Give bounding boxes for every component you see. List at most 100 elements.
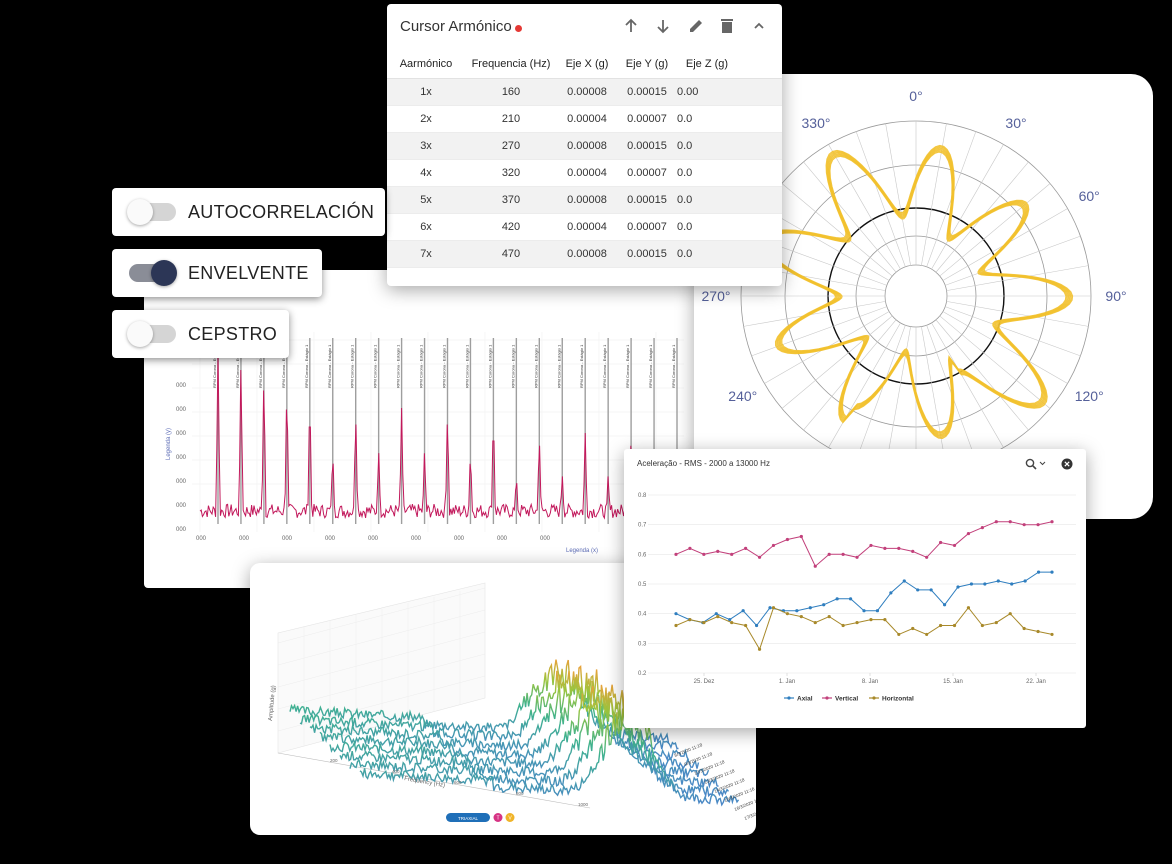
data-point[interactable] [952, 543, 957, 548]
data-point[interactable] [897, 632, 901, 637]
data-point[interactable] [983, 582, 987, 586]
data-point[interactable] [994, 520, 998, 524]
waterfall-legend[interactable]: TRIAXIAL T V [446, 813, 515, 822]
table-row[interactable]: 2x 210 0.00004 0.00007 0.0 [387, 105, 782, 133]
data-point[interactable] [730, 552, 734, 556]
close-icon[interactable] [1060, 457, 1074, 471]
data-point[interactable] [875, 609, 880, 613]
toggle-cepstro[interactable]: CEPSTRO [112, 310, 289, 358]
data-point[interactable] [911, 626, 915, 631]
data-point[interactable] [883, 546, 887, 550]
data-point[interactable] [827, 615, 831, 619]
data-point[interactable] [1050, 520, 1054, 524]
data-point[interactable] [841, 623, 845, 628]
data-point[interactable] [862, 609, 866, 613]
data-point[interactable] [929, 588, 933, 592]
data-point[interactable] [938, 540, 943, 545]
toggle-switch[interactable] [129, 260, 177, 286]
table-row[interactable]: 7x 470 0.00008 0.00015 0.0 [387, 240, 782, 268]
data-point[interactable] [883, 618, 887, 622]
data-point[interactable] [827, 552, 831, 556]
data-point[interactable] [674, 552, 678, 556]
data-point[interactable] [916, 588, 920, 592]
legend-dot[interactable] [493, 813, 503, 822]
data-point[interactable] [925, 555, 929, 559]
data-point[interactable] [799, 534, 803, 539]
toggle-autocorrelacion[interactable]: AUTOCORRELACIÓN [112, 188, 385, 236]
data-point[interactable] [768, 606, 772, 610]
toggle-switch[interactable] [127, 321, 176, 347]
table-row[interactable]: 6x 420 0.00004 0.00007 0.0 [387, 213, 782, 241]
data-point[interactable] [785, 537, 790, 542]
data-point[interactable] [897, 546, 901, 550]
data-point[interactable] [980, 526, 984, 530]
data-point[interactable] [754, 623, 759, 628]
data-point[interactable] [938, 623, 943, 628]
data-point[interactable] [1022, 626, 1026, 631]
data-point[interactable] [869, 618, 873, 622]
table-row[interactable]: 5x 370 0.00008 0.00015 0.0 [387, 186, 782, 214]
data-point[interactable] [966, 531, 971, 536]
data-point[interactable] [869, 543, 873, 548]
data-point[interactable] [744, 623, 748, 628]
data-point[interactable] [757, 555, 762, 559]
data-point[interactable] [1010, 582, 1014, 586]
data-point[interactable] [795, 609, 799, 613]
table-row[interactable]: 4x 320 0.00004 0.00007 0.0 [387, 159, 782, 187]
data-point[interactable] [1008, 520, 1012, 524]
data-point[interactable] [942, 603, 947, 607]
data-point[interactable] [728, 618, 732, 622]
toggle-switch[interactable] [127, 199, 176, 225]
data-point[interactable] [674, 612, 678, 616]
data-point[interactable] [889, 591, 893, 595]
data-point[interactable] [1036, 629, 1040, 634]
data-point[interactable] [757, 647, 762, 651]
search-icon[interactable] [1024, 457, 1046, 471]
data-point[interactable] [813, 620, 817, 625]
data-point[interactable] [702, 620, 706, 625]
data-point[interactable] [799, 615, 803, 619]
delete-icon[interactable] [717, 16, 737, 36]
data-point[interactable] [741, 609, 745, 613]
data-point[interactable] [813, 564, 817, 568]
data-point[interactable] [1036, 570, 1041, 574]
data-point[interactable] [952, 623, 957, 628]
data-point[interactable] [1022, 523, 1026, 527]
legend-badge[interactable] [446, 813, 490, 822]
arrow-down-icon[interactable] [653, 16, 673, 36]
data-point[interactable] [902, 579, 906, 583]
data-point[interactable] [994, 620, 998, 625]
arrow-up-icon[interactable] [621, 16, 641, 36]
data-point[interactable] [1023, 579, 1027, 583]
legend-item-axial[interactable]: Axial [797, 696, 813, 703]
data-point[interactable] [1050, 632, 1054, 637]
data-point[interactable] [911, 549, 915, 553]
data-point[interactable] [1050, 570, 1054, 574]
data-point[interactable] [674, 623, 678, 628]
data-point[interactable] [730, 620, 734, 625]
data-point[interactable] [848, 597, 853, 601]
table-row[interactable]: 1x 160 0.00008 0.00015 0.00 [387, 78, 782, 106]
data-point[interactable] [835, 597, 839, 601]
legend-dot[interactable] [505, 813, 515, 822]
data-point[interactable] [980, 623, 984, 628]
legend-item-horizontal[interactable]: Horizontal [882, 696, 914, 703]
data-point[interactable] [996, 579, 1000, 583]
data-point[interactable] [855, 620, 859, 625]
data-point[interactable] [714, 612, 718, 616]
data-point[interactable] [822, 603, 826, 607]
chevron-up-icon[interactable] [749, 16, 769, 36]
data-point[interactable] [688, 546, 692, 550]
data-point[interactable] [925, 632, 929, 637]
data-point[interactable] [716, 549, 720, 553]
data-point[interactable] [1008, 612, 1012, 616]
data-point[interactable] [744, 546, 748, 550]
data-point[interactable] [966, 606, 971, 610]
legend-item-vertical[interactable]: Vertical [835, 696, 858, 703]
data-point[interactable] [771, 606, 776, 610]
table-row[interactable]: 3x 270 0.00008 0.00015 0.0 [387, 132, 782, 160]
data-point[interactable] [855, 555, 859, 559]
edit-icon[interactable] [686, 16, 706, 36]
toggle-envelvente[interactable]: ENVELVENTE [112, 249, 322, 297]
data-point[interactable] [956, 585, 960, 589]
